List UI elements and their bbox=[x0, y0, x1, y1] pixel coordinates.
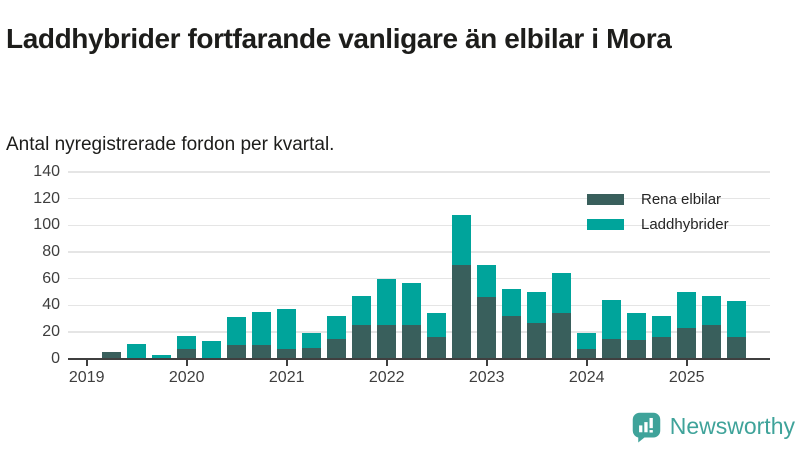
bar-segment-rena-elbilar-2021Q4 bbox=[352, 325, 372, 359]
y-tick-label-0: 0 bbox=[51, 349, 60, 367]
legend-swatch-laddhybrider bbox=[587, 218, 624, 230]
bar-segment-laddhybrider-2021Q4 bbox=[352, 296, 372, 326]
logo-exclamation-icon bbox=[649, 417, 653, 429]
bar-segment-laddhybrider-2025Q2 bbox=[702, 296, 722, 326]
newsworthy-logo: Newsworthy bbox=[630, 410, 795, 443]
x-tick-label-2025: 2025 bbox=[668, 368, 705, 386]
bar-segment-rena-elbilar-2025Q2 bbox=[702, 325, 722, 359]
legend-label-laddhybrider: Laddhybrider bbox=[641, 215, 729, 233]
legend-label-rena-elbilar: Rena elbilar bbox=[641, 190, 722, 208]
gridline-80 bbox=[68, 251, 770, 253]
bar-segment-laddhybrider-2019Q4 bbox=[152, 354, 172, 359]
gridline-120 bbox=[68, 197, 770, 200]
legend: Rena elbilar Laddhybrider bbox=[587, 191, 729, 241]
bar-segment-laddhybrider-2023Q2 bbox=[502, 289, 522, 317]
y-tick-label-40: 40 bbox=[42, 296, 60, 314]
bar-segment-rena-elbilar-2020Q1 bbox=[177, 349, 197, 359]
bar-segment-laddhybrider-2020Q1 bbox=[177, 336, 197, 350]
bar-segment-rena-elbilar-2021Q2 bbox=[302, 348, 322, 359]
logo-bar-icon bbox=[638, 425, 643, 433]
bar-segment-laddhybrider-2023Q4 bbox=[552, 273, 572, 314]
x-tick-label-2020: 2020 bbox=[168, 368, 205, 386]
x-axis-tick-2024 bbox=[585, 360, 588, 367]
bar-segment-rena-elbilar-2023Q1 bbox=[477, 297, 497, 359]
bar-segment-laddhybrider-2022Q2 bbox=[402, 282, 422, 326]
bar-segment-laddhybrider-2020Q3 bbox=[227, 317, 247, 346]
x-axis-tick-2022 bbox=[385, 360, 388, 367]
bar-segment-laddhybrider-2024Q3 bbox=[627, 313, 647, 341]
bar-segment-laddhybrider-2022Q3 bbox=[427, 313, 447, 338]
x-tick-label-2024: 2024 bbox=[568, 368, 605, 386]
bar-segment-laddhybrider-2023Q3 bbox=[527, 292, 547, 323]
bar-segment-rena-elbilar-2021Q1 bbox=[277, 349, 297, 359]
x-tick-label-2019: 2019 bbox=[68, 368, 105, 386]
x-tick-label-2023: 2023 bbox=[468, 368, 505, 386]
bar-segment-laddhybrider-2021Q3 bbox=[327, 316, 347, 339]
bar-segment-rena-elbilar-2023Q2 bbox=[502, 316, 522, 359]
bar-segment-rena-elbilar-2025Q1 bbox=[677, 328, 697, 359]
x-axis-tick-2025 bbox=[685, 360, 688, 367]
y-tick-label-140: 140 bbox=[33, 163, 60, 180]
bar-segment-rena-elbilar-2022Q4 bbox=[452, 265, 472, 359]
bar-segment-rena-elbilar-2022Q1 bbox=[377, 325, 397, 359]
bar-segment-laddhybrider-2025Q3 bbox=[727, 301, 747, 338]
bar-segment-laddhybrider-2022Q1 bbox=[377, 278, 397, 326]
newsworthy-bubble-icon bbox=[632, 412, 660, 443]
legend-item-laddhybrider: Laddhybrider bbox=[587, 215, 729, 233]
gridline-140 bbox=[68, 171, 770, 173]
bar-segment-laddhybrider-2024Q1 bbox=[577, 333, 597, 350]
bar-segment-laddhybrider-2024Q4 bbox=[652, 316, 672, 338]
y-tick-label-80: 80 bbox=[42, 243, 60, 261]
logo-bar-icon bbox=[644, 422, 648, 433]
bar-segment-rena-elbilar-2024Q3 bbox=[627, 340, 647, 359]
bar-segment-laddhybrider-2021Q2 bbox=[302, 333, 322, 349]
bar-segment-laddhybrider-2025Q1 bbox=[677, 292, 697, 329]
bar-segment-laddhybrider-2020Q2 bbox=[202, 341, 222, 359]
bar-segment-laddhybrider-2019Q3 bbox=[127, 344, 147, 359]
x-axis-tick-2023 bbox=[485, 360, 488, 367]
bar-segment-laddhybrider-2020Q4 bbox=[252, 312, 272, 346]
bar-segment-rena-elbilar-2024Q2 bbox=[602, 338, 622, 359]
bar-segment-rena-elbilar-2019Q2 bbox=[102, 352, 122, 359]
bar-segment-rena-elbilar-2025Q3 bbox=[727, 337, 747, 359]
bar-segment-rena-elbilar-2021Q3 bbox=[327, 338, 347, 359]
gridline-60 bbox=[68, 277, 770, 280]
bar-segment-rena-elbilar-2024Q1 bbox=[577, 349, 597, 359]
bar-segment-rena-elbilar-2023Q3 bbox=[527, 322, 547, 359]
x-axis-tick-2021 bbox=[285, 360, 288, 367]
bar-segment-rena-elbilar-2020Q3 bbox=[227, 345, 247, 359]
x-axis-tick-2019 bbox=[85, 360, 88, 367]
brand-name: Newsworthy bbox=[669, 413, 795, 439]
bar-segment-laddhybrider-2021Q1 bbox=[277, 309, 297, 350]
legend-swatch-rena-elbilar bbox=[587, 193, 624, 205]
y-tick-label-120: 120 bbox=[33, 189, 60, 207]
y-tick-label-100: 100 bbox=[33, 216, 60, 234]
page-subtitle: Antal nyregistrerade fordon per kvartal. bbox=[6, 134, 335, 155]
bar-segment-laddhybrider-2022Q4 bbox=[452, 214, 472, 266]
bar-segment-laddhybrider-2023Q1 bbox=[477, 265, 497, 298]
legend-item-rena-elbilar: Rena elbilar bbox=[587, 190, 729, 208]
y-tick-label-60: 60 bbox=[42, 269, 60, 287]
page-title: Laddhybrider fortfarande vanligare än el… bbox=[6, 22, 672, 54]
bar-segment-rena-elbilar-2022Q3 bbox=[427, 337, 447, 359]
bar-segment-laddhybrider-2024Q2 bbox=[602, 300, 622, 339]
x-axis-line bbox=[68, 357, 770, 361]
bar-segment-rena-elbilar-2020Q4 bbox=[252, 345, 272, 359]
bar-segment-rena-elbilar-2024Q4 bbox=[652, 337, 672, 359]
bar-segment-rena-elbilar-2023Q4 bbox=[552, 313, 572, 359]
logo-exclamation-dot-icon bbox=[649, 430, 653, 433]
x-axis-tick-2020 bbox=[185, 360, 188, 367]
gridline-100 bbox=[68, 224, 770, 227]
y-tick-label-20: 20 bbox=[42, 323, 60, 341]
x-tick-label-2021: 2021 bbox=[268, 368, 305, 386]
x-tick-label-2022: 2022 bbox=[368, 368, 405, 386]
bar-segment-rena-elbilar-2022Q2 bbox=[402, 325, 422, 359]
